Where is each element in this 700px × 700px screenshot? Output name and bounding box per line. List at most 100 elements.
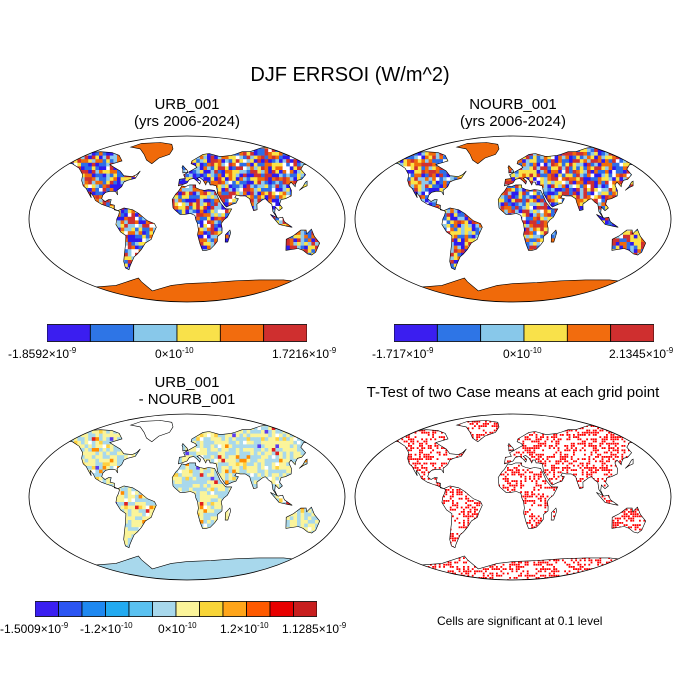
coastline-namerica [377,151,467,211]
map-border [354,135,672,303]
panel-title-line2: (yrs 2006-2024) [134,113,240,130]
coastline-uk [181,164,189,174]
coastline-uk [507,164,515,174]
panel-title-diff: URB_001 - NOURB_001 [27,374,347,408]
colorbar-swatch [47,324,91,342]
colorbar-swatch [246,601,271,617]
panel-title-ttest: T-Test of two Case means at each grid po… [343,384,683,401]
map-border [28,413,346,581]
coastline-samerica [115,207,157,271]
coastline-africa [171,462,233,529]
coastline-madagascar [550,507,558,521]
coastline-uk [181,442,189,452]
colorbar-label-diff-max: 1.1285×10-9 [282,621,347,637]
colorbar-label-nourb-mid: 0×10-10 [503,346,542,362]
colorbar-label-diff-min: -1.5009×10-9 [0,621,69,637]
colorbar-diff [35,601,317,617]
coastline-indonesia [270,492,293,506]
colorbar-swatch [35,601,59,617]
panel-title-line1: T-Test of two Case means at each grid po… [366,384,660,401]
colorbar-label-diff-zero: 0×10-10 [158,621,197,637]
coastline-africa [497,462,559,529]
coastline-eurasia [504,146,658,219]
coastline-indonesia [596,214,619,228]
greenland [130,142,173,164]
greenland [456,142,499,164]
coastline-eurasia [178,146,332,219]
coastline-africa [171,184,233,251]
map-urb [28,135,346,303]
colorbar-swatch [293,601,317,617]
colorbar-swatch [436,324,482,342]
coastline-greenland [129,420,174,443]
coastline-japan [624,180,634,191]
coastline-japan [624,458,634,469]
map-nourb [354,135,672,303]
map-border [354,413,672,581]
colorbar-swatch [176,324,221,342]
coastline-greenland [129,142,174,165]
coastline-australia [285,228,321,256]
colorbar-swatch [566,324,612,342]
panel-title-nourb: NOURB_001 (yrs 2006-2024) [353,96,673,130]
coastline-namerica [51,151,141,211]
panel-title-urb: URB_001 (yrs 2006-2024) [27,96,347,130]
colorbar-swatch [480,324,525,342]
colorbar-swatch [394,324,438,342]
colorbar-swatch [610,324,654,342]
coastline-indonesia [270,214,293,228]
colorbar-label-urb-min: -1.8592×10-9 [8,346,77,362]
colorbar-swatch [523,324,568,342]
coastline-greenland [455,420,500,443]
coastline-uk [507,442,515,452]
colorbar-swatch [133,324,178,342]
colorbar-swatch [58,601,83,617]
coastline-australia [285,506,321,534]
colorbar-swatch [269,601,294,617]
figure-title: DJF ERRSOI (W/m^2) [250,64,450,86]
map-border [28,135,346,303]
coastline-eurasia [504,424,658,497]
colorbar-label-urb-mid: 0×10-10 [155,346,194,362]
coastline-africa [497,184,559,251]
colorbar-nourb [394,324,654,342]
colorbar-swatch [81,601,106,617]
coastline-japan [298,458,308,469]
map-diff [28,413,346,581]
coastline-madagascar [224,507,232,521]
coastline-samerica [441,485,483,549]
coastline-australia [611,228,647,256]
coastline-samerica [115,485,157,549]
colorbar-label-urb-max: 1.7216×10-9 [272,346,337,362]
panel-title-line2: - NOURB_001 [138,391,236,408]
greenland [130,420,173,442]
colorbar-swatch [175,601,200,617]
colorbar-swatch [222,601,247,617]
colorbar-label-diff-pos: 1.2×10-10 [220,621,269,637]
colorbar-swatch [199,601,224,617]
coastline-eurasia [178,424,332,497]
coastline-greenland [455,142,500,165]
colorbar-swatch [152,601,177,617]
colorbar-swatch [105,601,130,617]
colorbar-swatch [263,324,307,342]
colorbar-label-diff-neg: -1.2×10-10 [80,621,133,637]
panel-title-line1: URB_001 [154,374,220,391]
panel-title-line1: URB_001 [154,96,220,113]
significance-note: Cells are significant at 0.1 level [437,614,603,628]
coastline-samerica [441,207,483,271]
colorbar-urb [47,324,307,342]
colorbar-swatch [219,324,265,342]
colorbar-swatch [128,601,153,617]
colorbar-label-nourb-min: -1.717×10-9 [372,346,434,362]
coastline-namerica [377,429,467,489]
colorbar-label-nourb-max: 2.1345×10-9 [609,346,674,362]
panel-title-line2: (yrs 2006-2024) [460,113,566,130]
coastline-japan [298,180,308,191]
coastline-australia [611,506,647,534]
map-ttest [354,413,672,581]
colorbar-swatch [89,324,135,342]
panel-title-line1: NOURB_001 [469,96,557,113]
coastline-namerica [51,429,141,489]
coastline-madagascar [224,229,232,243]
